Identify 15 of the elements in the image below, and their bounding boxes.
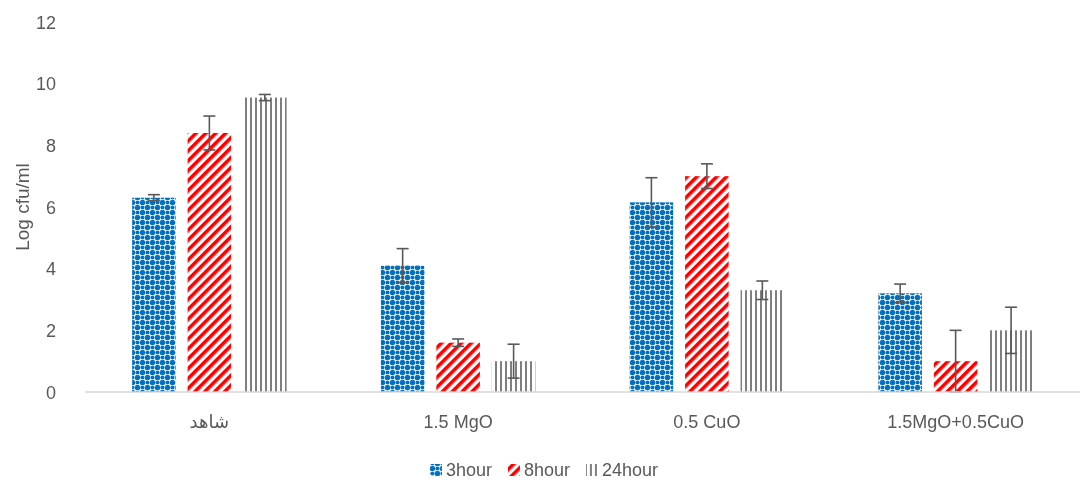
x-tick-label: شاهد	[189, 412, 230, 432]
legend-label: 24hour	[602, 460, 659, 480]
y-tick-label: 8	[45, 135, 56, 156]
y-tick-label: 12	[35, 12, 56, 33]
y-tick-label: 4	[45, 259, 56, 280]
y-tick-label: 6	[45, 197, 56, 218]
x-tick-label: 1.5 MgO	[423, 412, 493, 432]
x-tick-label: 0.5 CuO	[673, 412, 741, 432]
y-axis-title: Log cfu/ml	[12, 163, 33, 251]
legend-label: 3hour	[445, 460, 492, 480]
x-tick-label: 1.5MgO+0.5CuO	[887, 412, 1024, 432]
y-tick-label: 0	[45, 382, 56, 403]
y-tick-label: 2	[45, 320, 56, 341]
legend-label: 8hour	[523, 460, 571, 480]
y-tick-label: 10	[35, 74, 56, 95]
